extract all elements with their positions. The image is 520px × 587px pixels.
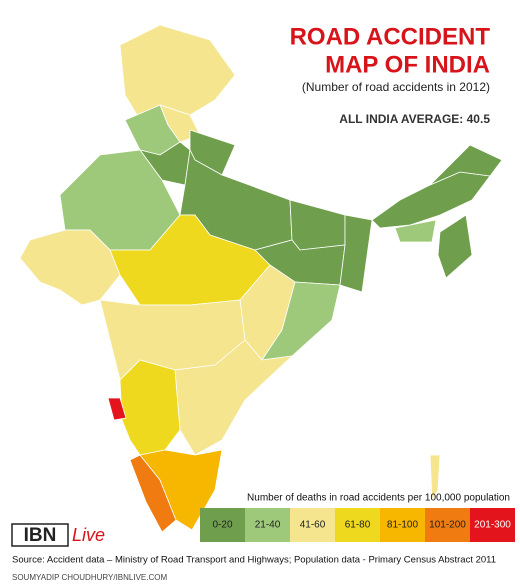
- legend-label: 21-40: [255, 520, 281, 531]
- legend-label: 61-80: [345, 520, 371, 531]
- title-line-2: MAP OF INDIA: [325, 51, 490, 78]
- legend-title: Number of deaths in road accidents per 1…: [247, 493, 510, 504]
- arunachal: [429, 144, 503, 186]
- andhra-pradesh: [174, 339, 294, 456]
- logo-mark: IBN: [24, 525, 57, 546]
- andaman: [429, 454, 441, 502]
- legend-swatch: [380, 508, 425, 542]
- logo-word: Live: [72, 525, 105, 545]
- logo-box: [11, 523, 69, 547]
- legend-swatch: [425, 508, 470, 542]
- subtitle: (Number of road accidents in 2012): [302, 80, 490, 94]
- credit: SOUMYADIP CHOUDHURY/IBNLIVE.COM: [12, 573, 167, 582]
- legend-swatch: [200, 508, 245, 542]
- legend-label: 101-200: [429, 520, 466, 531]
- legend-swatch: [470, 508, 515, 542]
- legend-swatch: [290, 508, 335, 542]
- average: ALL INDIA AVERAGE: 40.5: [339, 112, 490, 126]
- india-map: [19, 24, 503, 533]
- west-bengal: [339, 214, 373, 293]
- legend-label: 0-20: [212, 520, 232, 531]
- legend: 0-20 21-40 41-60 61-80 81-100 101-200 201-300: [200, 508, 515, 542]
- legend-label: 81-100: [387, 520, 419, 531]
- legend-swatch: [245, 508, 290, 542]
- source: Source: Accident data – Ministry of Road…: [12, 555, 496, 566]
- north-east-south: [437, 214, 473, 279]
- meghalaya: [394, 219, 437, 243]
- title-line-1: ROAD ACCIDENT: [290, 23, 491, 50]
- assam: [371, 171, 491, 229]
- goa: [107, 397, 127, 421]
- legend-label: 41-60: [300, 520, 326, 531]
- jammu-kashmir: [119, 24, 236, 121]
- legend-swatch: [335, 508, 380, 542]
- legend-label: 201-300: [474, 520, 511, 531]
